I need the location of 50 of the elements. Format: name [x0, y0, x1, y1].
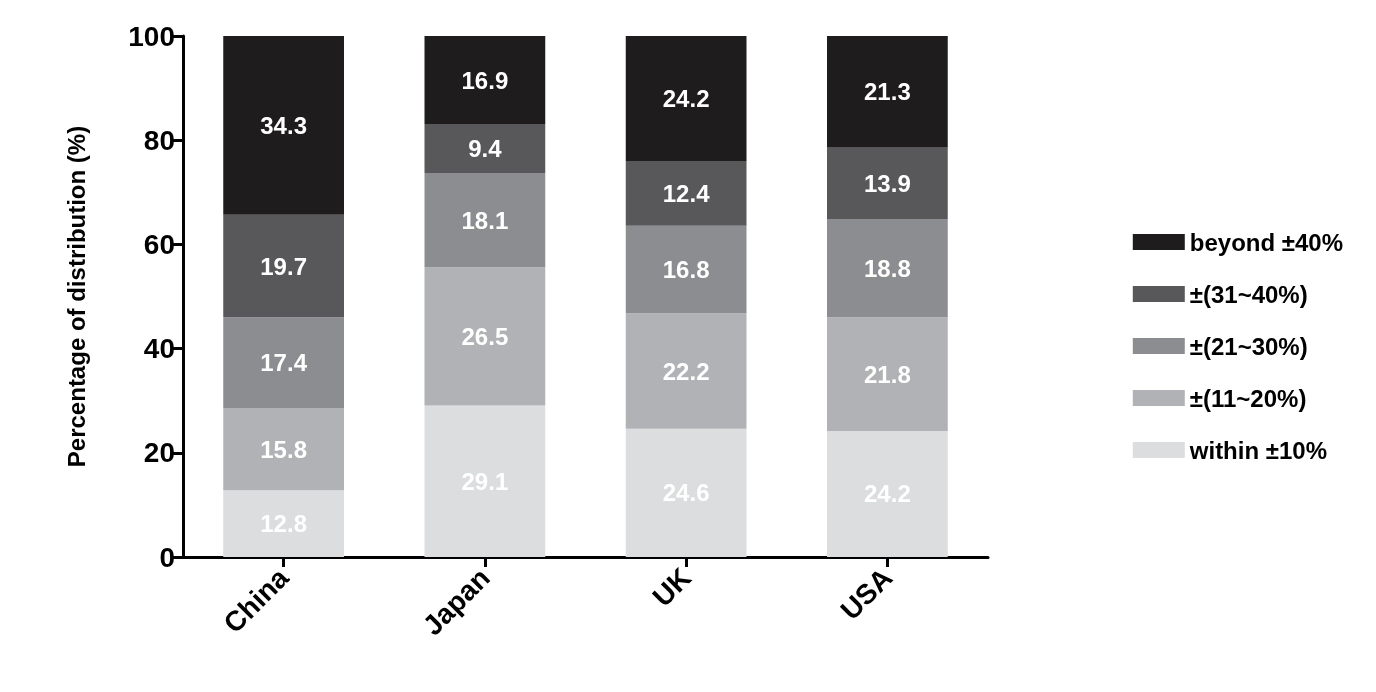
bar	[827, 36, 948, 147]
legend-label: ±(21~30%)	[1189, 332, 1308, 360]
y-tick-label: 60	[143, 228, 175, 260]
bar	[223, 317, 344, 408]
data-label: 15.8	[260, 435, 307, 463]
data-label: 16.8	[662, 255, 710, 283]
bar	[827, 219, 948, 318]
data-label: 34.3	[260, 111, 307, 139]
bar	[424, 124, 546, 174]
bar	[625, 313, 747, 429]
x-tick-label: USA	[834, 562, 899, 626]
bar	[827, 317, 948, 431]
data-label: 18.8	[864, 254, 911, 282]
y-tick-label: 100	[128, 20, 175, 52]
data-label: 19.7	[260, 252, 307, 280]
legend-label: ±(11~20%)	[1189, 384, 1307, 412]
bar	[424, 173, 546, 268]
bar	[625, 428, 747, 557]
bar	[424, 405, 546, 557]
bar	[625, 225, 747, 314]
data-label: 21.8	[864, 360, 911, 388]
data-label: 18.1	[461, 206, 509, 234]
bar	[424, 267, 546, 406]
bar	[424, 36, 546, 125]
bar	[223, 407, 344, 491]
data-label: 13.9	[864, 169, 911, 197]
data-label: 24.2	[662, 85, 710, 113]
data-label: 26.5	[461, 322, 509, 350]
legend-label: beyond ±40%	[1189, 228, 1344, 256]
x-tick-label: UK	[646, 562, 698, 613]
legend-label: within ±10%	[1188, 436, 1327, 464]
data-label: 22.2	[662, 357, 710, 385]
bar	[625, 161, 747, 226]
bar	[827, 430, 948, 557]
bar	[827, 146, 948, 220]
data-label: 16.9	[461, 66, 509, 94]
y-tick-label: 40	[143, 333, 175, 365]
bar	[223, 490, 344, 557]
legend-label: ±(31~40%)	[1189, 280, 1308, 308]
data-label: 12.4	[662, 179, 711, 207]
data-label: 21.3	[864, 77, 911, 105]
y-tick-label: 20	[143, 437, 175, 469]
y-axis-title: Percentage of distribution (%)	[62, 125, 90, 468]
bar	[625, 36, 747, 162]
data-label: 17.4	[260, 349, 308, 377]
bar	[223, 36, 344, 215]
y-tick-label: 80	[143, 124, 175, 156]
data-label: 9.4	[468, 135, 503, 163]
y-tick-label: 0	[159, 541, 175, 573]
bar	[223, 214, 344, 318]
